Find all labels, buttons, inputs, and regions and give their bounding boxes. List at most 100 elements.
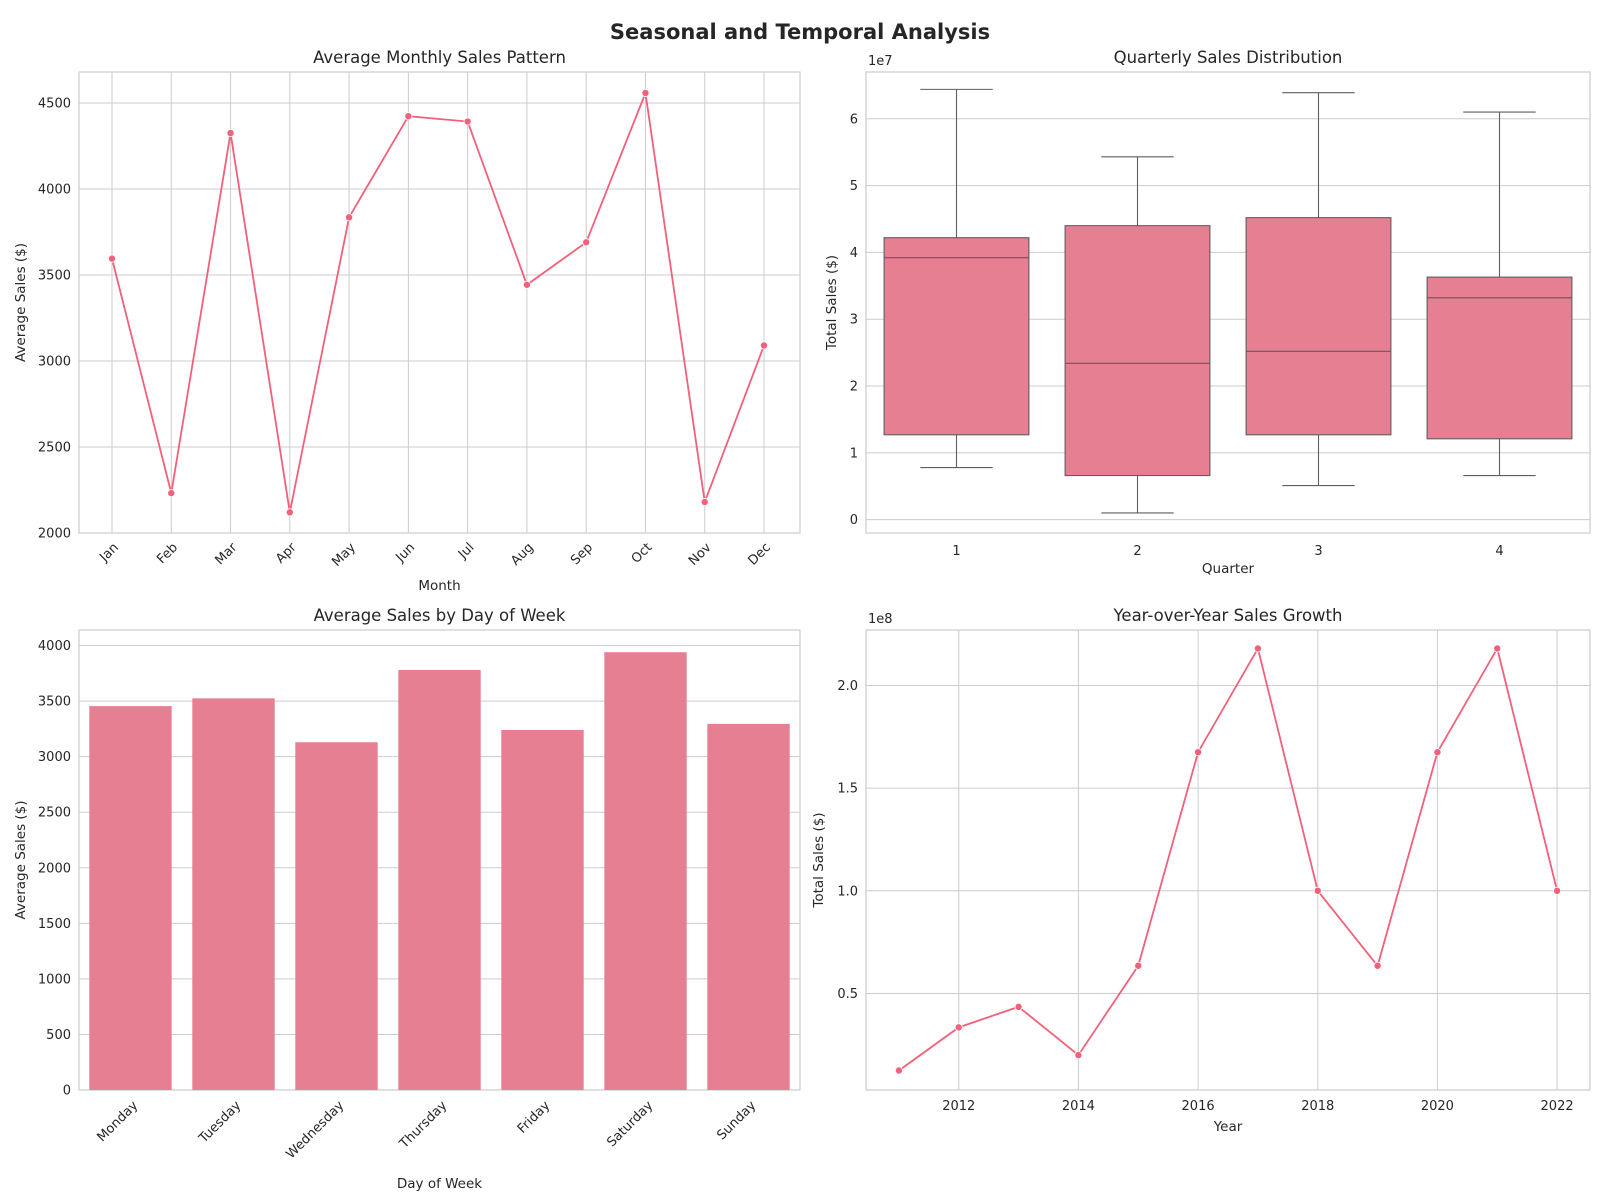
monthly-data-point (463, 117, 472, 126)
monthly-x-tick-label: Sep (568, 540, 596, 568)
yearly-x-axis-label: Year (1213, 1119, 1243, 1135)
yearly-data-point (1074, 1051, 1083, 1060)
monthly-y-tick-label: 2000 (38, 527, 71, 542)
monthly-chart-title: Average Monthly Sales Pattern (313, 48, 566, 67)
quarterly-y-tick-label: 4 (850, 246, 858, 261)
yearly-data-point (1373, 961, 1382, 970)
quarterly-offset-label: 1e7 (868, 54, 893, 69)
quarterly-y-tick-label: 2 (850, 380, 858, 395)
monthly-y-axis-label: Average Sales ($) (13, 243, 29, 362)
yearly-y-tick-label: 1.0 (837, 884, 858, 899)
weekday-bar (192, 698, 275, 1090)
weekday-bar (707, 723, 790, 1090)
yearly-x-tick-label: 2016 (1182, 1099, 1215, 1114)
weekday-sales-chart: Average Sales by Day of Week Day of Week… (13, 606, 801, 1192)
plot-frame (78, 71, 801, 534)
monthly-data-point (167, 489, 176, 498)
weekday-y-tick-label: 2000 (38, 861, 71, 876)
quarterly-x-axis-label: Quarter (1202, 561, 1255, 577)
figure-title: Seasonal and Temporal Analysis (610, 20, 990, 44)
weekday-bar (604, 652, 687, 1090)
quarterly-box (1064, 225, 1211, 477)
quarterly-box (1245, 217, 1392, 436)
yearly-growth-chart: Year-over-Year Sales Growth Year Total S… (811, 606, 1591, 1135)
monthly-x-tick-label: Nov (686, 540, 715, 569)
yearly-series-line (898, 646, 1558, 1072)
weekday-y-tick-label: 0 (63, 1084, 71, 1099)
monthly-data-point (345, 213, 354, 222)
quarterly-box (1426, 276, 1573, 440)
weekday-bar (398, 670, 481, 1090)
quarterly-distribution-chart: Quarterly Sales Distribution Quarter Tot… (824, 48, 1591, 577)
monthly-data-point (285, 508, 294, 517)
weekday-bar (295, 742, 378, 1090)
monthly-data-point (641, 88, 650, 97)
monthly-data-point (522, 280, 531, 289)
monthly-x-tick-label: Dec (745, 540, 773, 568)
monthly-x-tick-label: Jan (96, 540, 121, 565)
yearly-y-tick-label: 0.5 (837, 987, 858, 1002)
quarterly-box (883, 237, 1030, 436)
yearly-data-point (1253, 644, 1262, 653)
monthly-y-tick-label: 3500 (38, 268, 71, 283)
monthly-data-point (226, 129, 235, 138)
quarterly-x-tick-label: 2 (1133, 544, 1141, 559)
yearly-data-point (1313, 886, 1322, 895)
weekday-x-tick-label: Thursday (396, 1098, 450, 1152)
monthly-data-point (700, 498, 709, 507)
yearly-data-point (1194, 748, 1203, 757)
yearly-data-point (1493, 644, 1502, 653)
yearly-x-tick-label: 2014 (1062, 1099, 1095, 1114)
weekday-chart-title: Average Sales by Day of Week (314, 606, 566, 625)
quarterly-chart-title: Quarterly Sales Distribution (1114, 48, 1343, 67)
weekday-x-tick-label: Tuesday (196, 1098, 245, 1147)
weekday-y-tick-label: 2500 (38, 806, 71, 821)
yearly-data-point (894, 1066, 903, 1075)
monthly-x-axis-label: Month (418, 578, 460, 594)
yearly-data-point (954, 1023, 963, 1032)
quarterly-y-tick-label: 3 (850, 313, 858, 328)
plot-frame (865, 629, 1591, 1091)
monthly-y-tick-label: 4000 (38, 182, 71, 197)
weekday-y-axis-label: Average Sales ($) (13, 800, 29, 919)
monthly-x-tick-label: Feb (154, 540, 181, 567)
monthly-data-point (404, 112, 413, 121)
quarterly-y-tick-label: 1 (850, 446, 858, 461)
monthly-y-tick-label: 3000 (38, 354, 71, 369)
weekday-x-tick-label: Saturday (604, 1098, 656, 1150)
yearly-data-point (1134, 961, 1143, 970)
quarterly-y-tick-label: 6 (850, 112, 858, 127)
monthly-data-point (108, 254, 117, 263)
monthly-data-point (760, 341, 769, 350)
monthly-x-tick-label: Jul (455, 540, 477, 562)
weekday-bar (89, 706, 172, 1090)
yearly-x-tick-label: 2018 (1301, 1099, 1334, 1114)
monthly-x-tick-label: Apr (273, 540, 300, 567)
weekday-x-tick-label: Friday (515, 1098, 554, 1137)
monthly-x-tick-label: Jun (393, 540, 419, 566)
yearly-y-axis-label: Total Sales ($) (811, 812, 827, 908)
monthly-series-line (111, 89, 765, 513)
weekday-bar (501, 730, 584, 1090)
plot-frame (865, 71, 1591, 534)
quarterly-y-axis-label: Total Sales ($) (824, 255, 840, 351)
yearly-data-point (1014, 1002, 1023, 1011)
quarterly-y-tick-label: 5 (850, 179, 858, 194)
weekday-y-tick-label: 1000 (38, 972, 71, 987)
weekday-y-tick-label: 3000 (38, 750, 71, 765)
quarterly-x-tick-label: 3 (1314, 544, 1322, 559)
yearly-x-tick-label: 2012 (942, 1099, 975, 1114)
weekday-x-tick-label: Sunday (714, 1098, 759, 1143)
yearly-offset-label: 1e8 (868, 612, 893, 627)
weekday-x-tick-label: Monday (94, 1098, 141, 1145)
quarterly-x-tick-label: 4 (1495, 544, 1503, 559)
weekday-y-tick-label: 4000 (38, 639, 71, 654)
quarterly-y-tick-label: 0 (850, 513, 858, 528)
monthly-sales-chart: Average Monthly Sales Pattern Month Aver… (13, 48, 801, 594)
yearly-x-tick-label: 2022 (1541, 1099, 1574, 1114)
weekday-y-tick-label: 500 (46, 1028, 71, 1043)
monthly-x-tick-label: Aug (508, 540, 537, 569)
weekday-x-axis-label: Day of Week (397, 1176, 482, 1192)
monthly-data-point (582, 238, 591, 247)
yearly-y-tick-label: 1.5 (837, 782, 858, 797)
